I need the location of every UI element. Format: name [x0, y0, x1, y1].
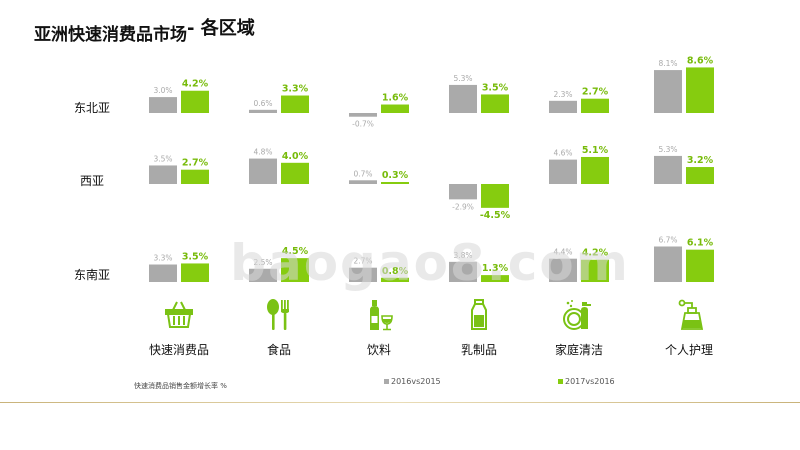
category-label-beverage: 饮料 [366, 343, 391, 357]
slide-title: 亚洲快速消费品市场- 各区域 [34, 18, 255, 46]
legend-item-curr: 2017vs2016 [558, 377, 615, 386]
cleaning-icon [563, 300, 591, 330]
bar-west-asia-4-curr [581, 156, 609, 184]
bar-southeast-asia-5-curr [686, 249, 714, 282]
bar-southeast-asia-1-prev [249, 268, 277, 282]
data-label-west-asia-4-curr: 5.1% [582, 145, 609, 156]
bar-west-asia-2-curr [381, 182, 409, 184]
data-label-southeast-asia-2-curr: 0.8% [382, 266, 409, 277]
data-label-west-asia-1-prev: 4.8% [253, 148, 272, 157]
data-label-southeast-asia-3-prev: 3.8% [453, 251, 472, 260]
data-label-southeast-asia-3-curr: 1.3% [482, 263, 509, 274]
data-label-southeast-asia-1-curr: 4.5% [282, 246, 309, 257]
data-label-west-asia-0-curr: 2.7% [182, 158, 209, 169]
spoon-fork-icon [267, 299, 289, 330]
category-label-dairy: 乳制品 [460, 343, 497, 357]
legend-swatch-curr [558, 379, 563, 384]
bar-southeast-asia-0-curr [181, 263, 209, 282]
basket-icon [165, 301, 193, 328]
legend-label-prev: 2016vs2015 [391, 377, 441, 386]
data-label-northeast-asia-5-prev: 8.1% [658, 59, 677, 68]
bar-west-asia-4-prev [549, 159, 577, 184]
data-label-northeast-asia-2-prev: -0.7% [352, 120, 374, 129]
bar-northeast-asia-0-prev [149, 97, 177, 113]
legend-label-curr: 2017vs2016 [565, 377, 615, 386]
bar-southeast-asia-2-curr [381, 277, 409, 282]
category-label-fmcg: 快速消费品 [148, 343, 209, 357]
bar-northeast-asia-3-curr [481, 94, 509, 113]
bar-west-asia-3-prev [449, 184, 477, 200]
category-label-food: 食品 [266, 343, 291, 357]
bar-northeast-asia-4-curr [581, 98, 609, 113]
bar-west-asia-0-curr [181, 169, 209, 184]
milk-bottle-icon [471, 299, 487, 330]
legend-swatch-prev [384, 379, 389, 384]
data-label-northeast-asia-5-curr: 8.6% [687, 55, 714, 66]
bar-west-asia-1-curr [281, 162, 309, 184]
bar-northeast-asia-4-prev [549, 100, 577, 113]
data-label-southeast-asia-5-prev: 6.7% [658, 235, 677, 244]
data-label-northeast-asia-3-prev: 5.3% [453, 74, 472, 83]
data-label-northeast-asia-0-curr: 4.2% [182, 79, 209, 90]
data-label-northeast-asia-0-prev: 3.0% [153, 86, 172, 95]
bar-west-asia-3-curr [481, 184, 509, 208]
bar-southeast-asia-4-curr [581, 259, 609, 282]
data-label-west-asia-4-prev: 4.6% [553, 149, 572, 158]
bar-west-asia-2-prev [349, 180, 377, 184]
bar-west-asia-1-prev [249, 158, 277, 184]
bar-northeast-asia-1-curr [281, 95, 309, 113]
spray-bottle-icon [678, 299, 704, 330]
region-label-west-asia: 西亚 [80, 174, 105, 188]
bar-west-asia-0-prev [149, 165, 177, 184]
data-label-northeast-asia-1-prev: 0.6% [253, 99, 272, 108]
bar-west-asia-5-prev [654, 155, 682, 184]
category-label-personal-care: 个人护理 [664, 343, 713, 357]
bottle-glass-icon [370, 300, 393, 331]
footnote: 快速消费品销售金额增长率 % [134, 382, 227, 390]
bar-west-asia-5-curr [686, 167, 714, 184]
bar-northeast-asia-2-prev [349, 113, 377, 117]
bar-southeast-asia-5-prev [654, 246, 682, 282]
data-label-southeast-asia-0-curr: 3.5% [182, 251, 209, 262]
data-label-west-asia-5-curr: 3.2% [687, 155, 714, 166]
data-label-west-asia-5-prev: 5.3% [658, 145, 677, 154]
bar-southeast-asia-3-curr [481, 275, 509, 282]
bar-southeast-asia-3-prev [449, 261, 477, 282]
region-label-southeast-asia: 东南亚 [74, 268, 111, 282]
data-label-west-asia-3-prev: -2.9% [452, 202, 474, 211]
bar-northeast-asia-3-prev [449, 84, 477, 113]
bar-southeast-asia-2-prev [349, 267, 377, 282]
data-label-northeast-asia-2-curr: 1.6% [382, 93, 409, 104]
bar-southeast-asia-4-prev [549, 258, 577, 282]
data-label-northeast-asia-4-prev: 2.3% [553, 90, 572, 99]
bar-southeast-asia-0-prev [149, 264, 177, 282]
data-label-southeast-asia-5-curr: 6.1% [687, 238, 714, 249]
title-sub: - 各区域 [187, 18, 255, 39]
title-main: 亚洲快速消费品市场 [34, 25, 187, 45]
region-label-northeast-asia: 东北亚 [74, 101, 111, 115]
bar-northeast-asia-1-prev [249, 109, 277, 113]
bar-southeast-asia-1-curr [281, 258, 309, 282]
bar-northeast-asia-0-curr [181, 90, 209, 113]
data-label-northeast-asia-1-curr: 3.3% [282, 84, 309, 95]
data-label-southeast-asia-1-prev: 2.5% [253, 258, 272, 267]
data-label-west-asia-0-prev: 3.5% [153, 154, 172, 163]
data-label-west-asia-2-prev: 0.7% [353, 169, 372, 178]
data-label-southeast-asia-4-curr: 4.2% [582, 248, 609, 259]
bar-northeast-asia-2-curr [381, 104, 409, 113]
data-label-west-asia-1-curr: 4.0% [282, 151, 309, 162]
bar-northeast-asia-5-curr [686, 67, 714, 113]
legend-item-prev: 2016vs2015 [384, 377, 441, 386]
bar-northeast-asia-5-prev [654, 70, 682, 113]
data-label-northeast-asia-4-curr: 2.7% [582, 87, 609, 98]
data-label-northeast-asia-3-curr: 3.5% [482, 82, 509, 93]
data-label-west-asia-3-curr: -4.5% [480, 210, 511, 221]
data-label-west-asia-2-curr: 0.3% [382, 170, 409, 181]
bottom-rule [0, 402, 800, 403]
category-label-home-care: 家庭清洁 [554, 343, 603, 357]
data-label-southeast-asia-4-prev: 4.4% [553, 248, 572, 257]
data-label-southeast-asia-0-prev: 3.3% [153, 254, 172, 263]
data-label-southeast-asia-2-prev: 2.7% [353, 257, 372, 266]
